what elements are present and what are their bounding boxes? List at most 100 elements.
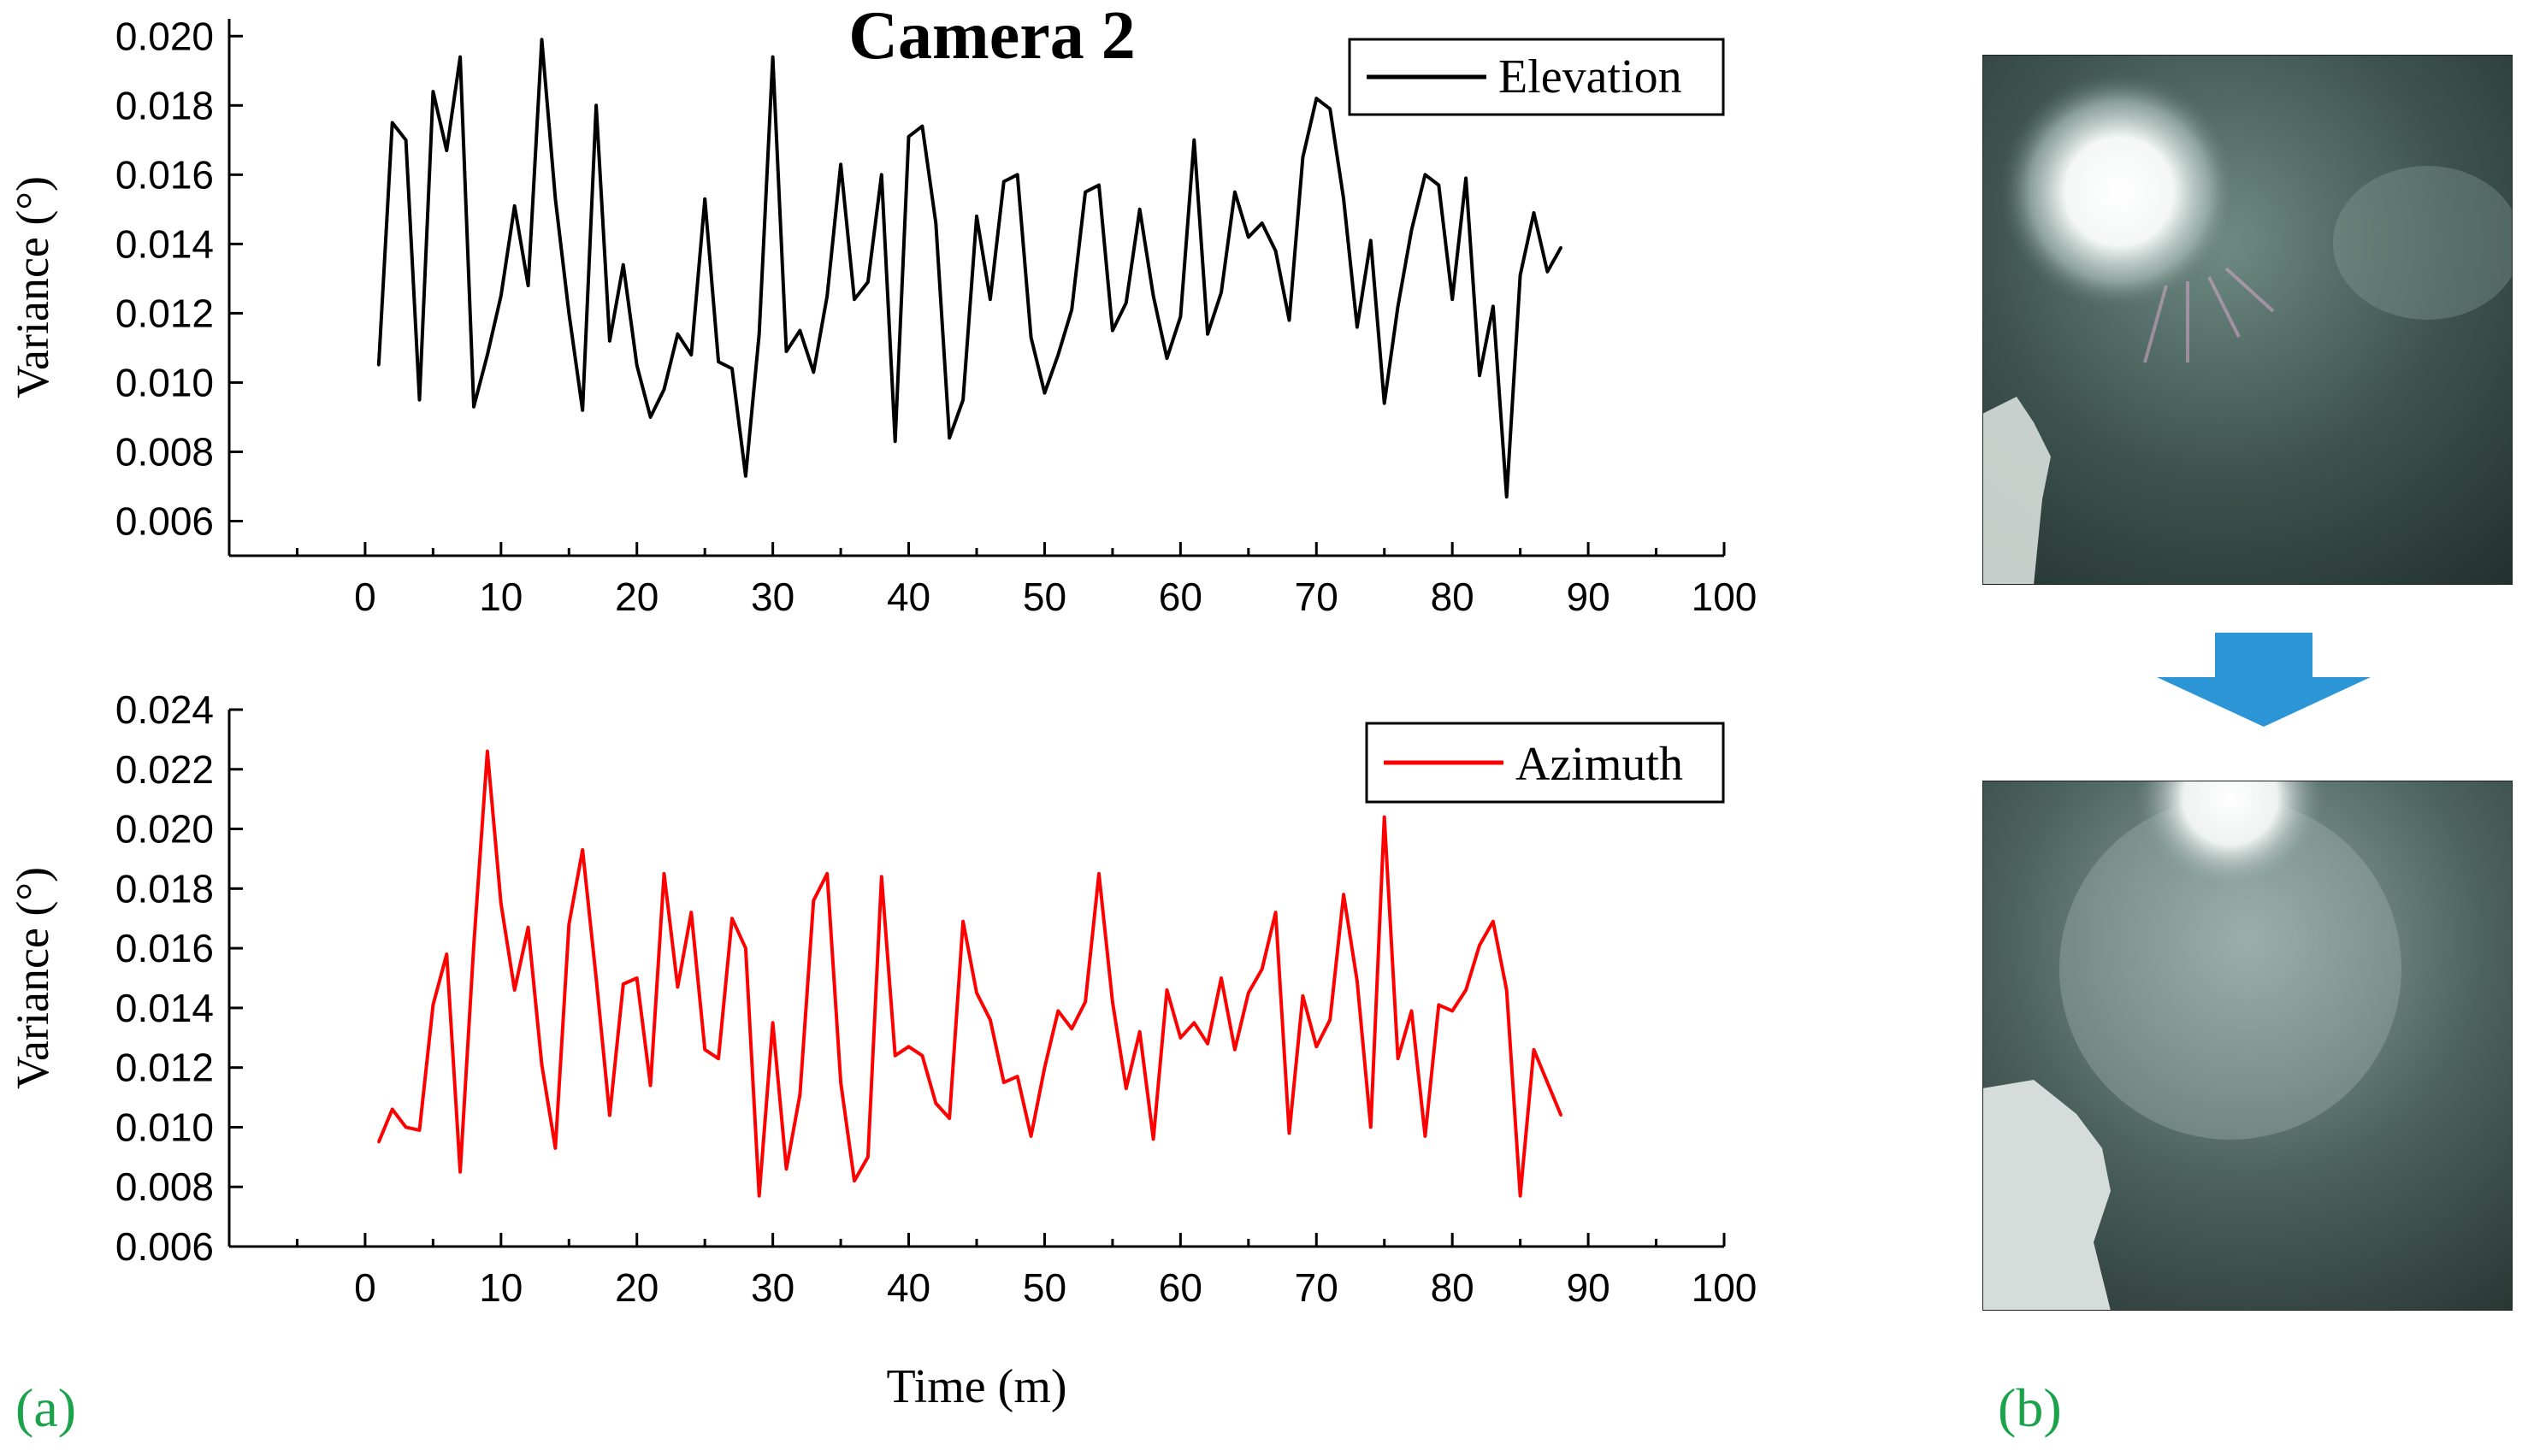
x-tick-label: 10 [479, 575, 523, 619]
data-point [553, 197, 557, 201]
data-point [431, 1003, 434, 1006]
data-point [1084, 191, 1087, 194]
data-point [417, 398, 421, 402]
data-point [717, 360, 720, 363]
data-point [1002, 1081, 1006, 1084]
data-point [1397, 1057, 1400, 1060]
data-point [1233, 1048, 1237, 1052]
data-point [730, 367, 734, 370]
data-point [472, 944, 475, 947]
data-point [635, 363, 639, 367]
x-tick-label: 50 [1023, 1265, 1066, 1310]
data-point [1287, 1131, 1291, 1135]
data-point [825, 294, 829, 298]
data-point [975, 991, 978, 994]
sky-photo-after-image [1982, 781, 2513, 1311]
x-tick-label: 80 [1431, 575, 1474, 619]
data-point [934, 221, 937, 225]
data-point [1165, 357, 1168, 360]
x-tick-group: 0 10 20 30 40 50 60 70 80 90 100 [227, 542, 1757, 619]
data-point [1533, 1048, 1536, 1052]
data-point [1084, 1000, 1087, 1004]
data-point [839, 162, 842, 166]
data-point [880, 173, 883, 176]
data-point [405, 1125, 408, 1129]
data-point [663, 872, 666, 875]
data-point [785, 1167, 789, 1170]
y-tick-label: 0.016 [115, 152, 214, 197]
data-point [785, 350, 789, 353]
data-point [1478, 374, 1481, 377]
data-point [458, 56, 462, 59]
data-point [1314, 1045, 1318, 1048]
data-point [1165, 988, 1168, 992]
data-point [1545, 1081, 1549, 1084]
data-point [527, 926, 530, 929]
data-point [391, 1108, 394, 1111]
data-point [1383, 816, 1386, 819]
data-point [839, 1081, 842, 1084]
x-tick-label: 90 [1567, 1265, 1610, 1310]
data-point [1030, 1135, 1033, 1138]
y-axis-label: Variance (°) [7, 867, 58, 1089]
data-point [594, 976, 598, 980]
data-point [853, 298, 856, 301]
data-point [1206, 1042, 1209, 1046]
x-tick-label: 40 [887, 1265, 930, 1310]
data-point [649, 1084, 653, 1088]
data-point [1491, 304, 1495, 308]
data-point [1437, 183, 1440, 186]
data-point [1178, 315, 1182, 318]
data-point [513, 988, 517, 992]
data-point [581, 848, 584, 852]
data-point [622, 982, 625, 986]
data-point [703, 1048, 706, 1052]
data-point [1220, 976, 1223, 980]
data-point [907, 1045, 911, 1048]
data-point [1491, 920, 1495, 923]
x-tick-label: 20 [615, 575, 659, 619]
data-point [1138, 208, 1142, 211]
data-point [649, 416, 653, 419]
y-tick-label: 0.006 [115, 498, 214, 543]
data-point [1097, 872, 1101, 875]
data-point [1125, 1087, 1128, 1090]
data-point [1464, 176, 1468, 180]
data-point [907, 135, 911, 139]
data-point [1016, 173, 1019, 176]
y-tick-label: 0.010 [115, 1105, 214, 1149]
data-point [1328, 1018, 1332, 1022]
panel-a-label: (a) [15, 1377, 77, 1438]
data-point [676, 333, 679, 336]
data-point [1450, 1009, 1454, 1012]
data-point [1138, 1030, 1142, 1034]
data-point [553, 1147, 557, 1150]
series-points-elevation [377, 38, 1562, 498]
data-point [499, 902, 503, 905]
data-point [1369, 239, 1373, 242]
data-point [663, 388, 666, 392]
data-point [431, 90, 434, 93]
x-tick-label: 10 [479, 1265, 523, 1310]
data-point [1533, 211, 1536, 215]
data-point [798, 1093, 801, 1096]
data-point [1519, 1194, 1522, 1198]
data-point [377, 1141, 381, 1144]
data-point [1070, 1027, 1073, 1030]
data-point [1016, 1075, 1019, 1078]
data-point [961, 920, 965, 923]
data-point [608, 1113, 611, 1117]
data-point [472, 405, 475, 409]
y-tick-label: 0.012 [115, 1046, 214, 1090]
y-tick-label: 0.008 [115, 429, 214, 474]
data-point [1043, 1066, 1046, 1070]
data-point [920, 125, 924, 128]
x-tick-label: 0 [354, 575, 376, 619]
x-tick-label: 40 [887, 575, 930, 619]
data-point [1369, 1125, 1373, 1129]
data-point [1519, 274, 1522, 277]
data-point [825, 872, 829, 875]
x-tick-label: 80 [1431, 1265, 1474, 1310]
data-point [1097, 183, 1101, 186]
data-point [1220, 291, 1223, 294]
